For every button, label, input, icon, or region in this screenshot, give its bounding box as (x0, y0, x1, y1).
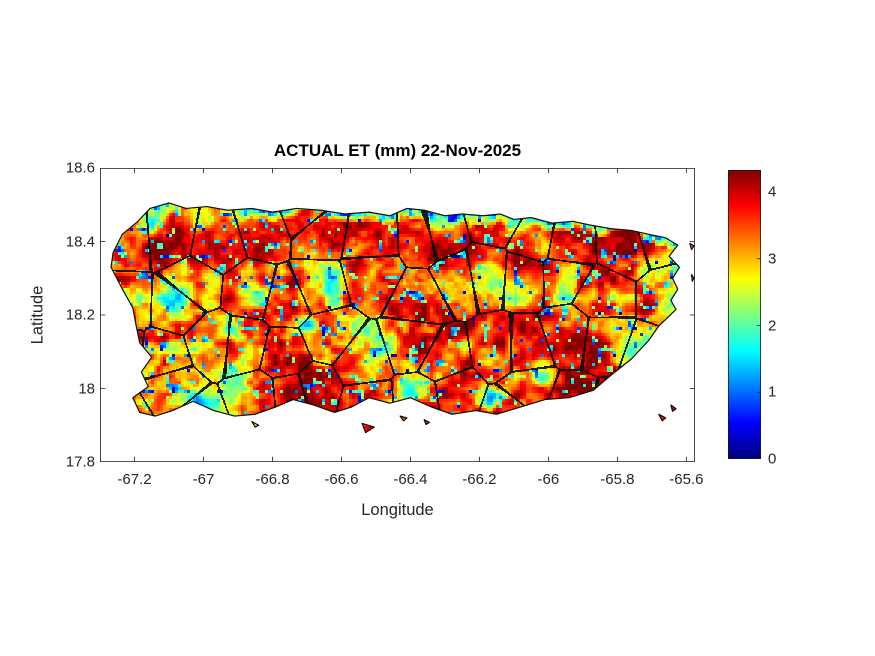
colorbar-tick-label: 4 (768, 183, 777, 201)
y-axis-label: Latitude (28, 285, 47, 345)
map-canvas (100, 168, 695, 462)
y-tick-label: 18 (78, 380, 95, 397)
colorbar-tick-label: 0 (768, 450, 777, 468)
x-tick-label: -67 (192, 471, 215, 488)
x-tick-label: -66.6 (324, 471, 359, 488)
colorbar-tick-label: 2 (768, 317, 777, 334)
x-tick-label: -65.8 (600, 471, 635, 488)
x-tick-label: -66.8 (255, 471, 290, 488)
y-tick-label: 17.8 (65, 453, 95, 471)
y-tick-label: 18.4 (65, 233, 95, 250)
colorbar-tick-label: 3 (768, 250, 777, 268)
x-tick-label: -67.2 (117, 471, 152, 488)
x-tick-label: -66 (537, 471, 560, 488)
colorbar-tick-label: 1 (768, 383, 777, 401)
x-tick-label: -66.2 (462, 471, 497, 488)
colorbar-gradient (728, 170, 761, 459)
y-tick-label: 18.2 (65, 306, 95, 324)
x-axis-label: Longitude (361, 501, 434, 519)
chart-title: ACTUAL ET (mm) 22-Nov-2025 (273, 141, 522, 160)
x-tick-label: -66.4 (393, 471, 428, 488)
x-tick-label: -65.6 (669, 471, 704, 488)
y-tick-label: 18.6 (65, 159, 95, 177)
